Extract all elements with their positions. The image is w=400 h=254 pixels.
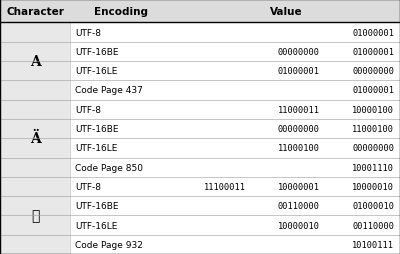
Text: UTF-16BE: UTF-16BE: [75, 125, 118, 134]
Text: UTF-8: UTF-8: [75, 105, 101, 114]
Bar: [70, 216, 400, 235]
Text: 11000100: 11000100: [352, 125, 394, 134]
Text: ア: ア: [31, 209, 39, 223]
Text: 00110000: 00110000: [278, 201, 320, 210]
Text: 00000000: 00000000: [352, 67, 394, 76]
Bar: [0, 196, 70, 216]
Text: 11000011: 11000011: [278, 105, 320, 114]
Bar: [70, 177, 400, 196]
Bar: [0, 119, 70, 139]
Bar: [70, 235, 400, 254]
Bar: [0, 158, 70, 177]
Text: 00000000: 00000000: [278, 125, 320, 134]
Text: UTF-16LE: UTF-16LE: [75, 144, 117, 153]
Text: UTF-16BE: UTF-16BE: [75, 201, 118, 210]
Text: 10001110: 10001110: [352, 163, 394, 172]
Bar: [70, 196, 400, 216]
Text: 01000001: 01000001: [352, 28, 394, 37]
Text: UTF-8: UTF-8: [75, 28, 101, 37]
Text: 01000001: 01000001: [278, 67, 320, 76]
Bar: [70, 62, 400, 81]
Bar: [0, 81, 70, 100]
Bar: [70, 158, 400, 177]
Text: UTF-16LE: UTF-16LE: [75, 221, 117, 230]
Bar: [70, 43, 400, 62]
Bar: [70, 81, 400, 100]
Bar: [70, 23, 400, 43]
Bar: [0, 100, 70, 119]
Text: Value: Value: [270, 7, 302, 17]
Bar: [0, 216, 70, 235]
Bar: [0, 62, 70, 81]
Bar: [0, 139, 70, 158]
Bar: [0, 0, 400, 23]
Text: 00110000: 00110000: [352, 221, 394, 230]
Text: 01000010: 01000010: [352, 201, 394, 210]
Text: 10000010: 10000010: [352, 182, 394, 191]
Text: UTF-16LE: UTF-16LE: [75, 67, 117, 76]
Text: Encoding: Encoding: [94, 7, 148, 17]
Text: 11000100: 11000100: [278, 144, 320, 153]
Bar: [0, 23, 70, 43]
Text: 00000000: 00000000: [352, 144, 394, 153]
Text: 11100011: 11100011: [204, 182, 246, 191]
Text: Character: Character: [6, 7, 64, 17]
Text: Code Page 850: Code Page 850: [75, 163, 143, 172]
Bar: [70, 139, 400, 158]
Bar: [0, 235, 70, 254]
Text: 10000100: 10000100: [352, 105, 394, 114]
Text: A: A: [30, 55, 40, 69]
Text: Ä: Ä: [30, 132, 40, 146]
Text: 10000001: 10000001: [278, 182, 320, 191]
Bar: [70, 119, 400, 139]
Text: UTF-16BE: UTF-16BE: [75, 48, 118, 57]
Text: Code Page 437: Code Page 437: [75, 86, 143, 95]
Text: 00000000: 00000000: [278, 48, 320, 57]
Bar: [0, 43, 70, 62]
Text: 10100111: 10100111: [352, 240, 394, 249]
Text: 10000010: 10000010: [278, 221, 320, 230]
Bar: [70, 100, 400, 119]
Text: Code Page 932: Code Page 932: [75, 240, 143, 249]
Text: UTF-8: UTF-8: [75, 182, 101, 191]
Text: 01000001: 01000001: [352, 86, 394, 95]
Bar: [0, 177, 70, 196]
Text: 01000001: 01000001: [352, 48, 394, 57]
